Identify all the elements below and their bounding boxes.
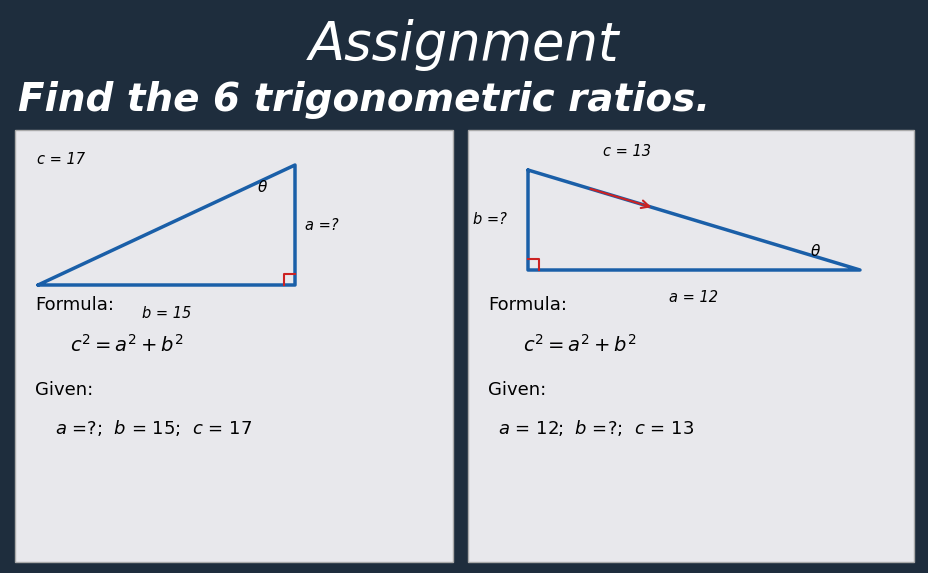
Text: a =?: a =?	[304, 218, 339, 233]
Text: $c^2 = a^2 + b^2$: $c^2 = a^2 + b^2$	[70, 334, 184, 356]
Bar	[15, 130, 453, 562]
Text: Given:: Given:	[487, 381, 546, 399]
Text: $a$ = 12;  $b$ =?;  $c$ = 13: $a$ = 12; $b$ =?; $c$ = 13	[497, 418, 693, 438]
Text: Find the 6 trigonometric ratios.: Find the 6 trigonometric ratios.	[18, 81, 709, 119]
Text: a = 12: a = 12	[669, 291, 717, 305]
Text: θ: θ	[809, 245, 818, 260]
Bar	[468, 130, 913, 562]
Text: b =?: b =?	[472, 213, 507, 227]
Text: θ: θ	[257, 179, 266, 194]
Text: b = 15: b = 15	[142, 305, 191, 320]
Text: c = 17: c = 17	[37, 152, 84, 167]
Text: Assignment: Assignment	[309, 19, 619, 71]
Text: Given:: Given:	[35, 381, 93, 399]
Text: $a$ =?;  $b$ = 15;  $c$ = 17: $a$ =?; $b$ = 15; $c$ = 17	[55, 418, 251, 438]
Text: c = 13: c = 13	[602, 144, 651, 159]
Text: Formula:: Formula:	[487, 296, 566, 314]
Text: Formula:: Formula:	[35, 296, 114, 314]
Text: $c^2 = a^2 + b^2$: $c^2 = a^2 + b^2$	[522, 334, 637, 356]
